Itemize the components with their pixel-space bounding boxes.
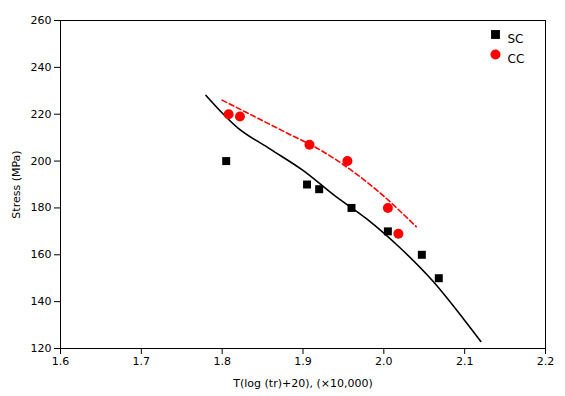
svg-text:2.2: 2.2 <box>537 355 555 368</box>
svg-text:180: 180 <box>31 201 52 214</box>
svg-text:1.6: 1.6 <box>52 355 70 368</box>
svg-text:120: 120 <box>31 342 52 355</box>
svg-text:2.0: 2.0 <box>375 355 393 368</box>
svg-text:Stress (MPa): Stress (MPa) <box>10 150 23 218</box>
svg-text:CC: CC <box>508 52 525 66</box>
svg-text:1.9: 1.9 <box>294 355 312 368</box>
svg-text:160: 160 <box>31 248 52 261</box>
svg-text:140: 140 <box>31 295 52 308</box>
svg-text:200: 200 <box>31 155 52 168</box>
svg-text:240: 240 <box>31 61 52 74</box>
svg-text:260: 260 <box>31 14 52 27</box>
svg-text:220: 220 <box>31 108 52 121</box>
svg-text:2.1: 2.1 <box>456 355 474 368</box>
svg-text:1.8: 1.8 <box>213 355 231 368</box>
svg-text:1.7: 1.7 <box>133 355 151 368</box>
svg-text:T(log (tr)+20), (×10,000): T(log (tr)+20), (×10,000) <box>232 377 372 390</box>
svg-text:SC: SC <box>508 32 524 46</box>
